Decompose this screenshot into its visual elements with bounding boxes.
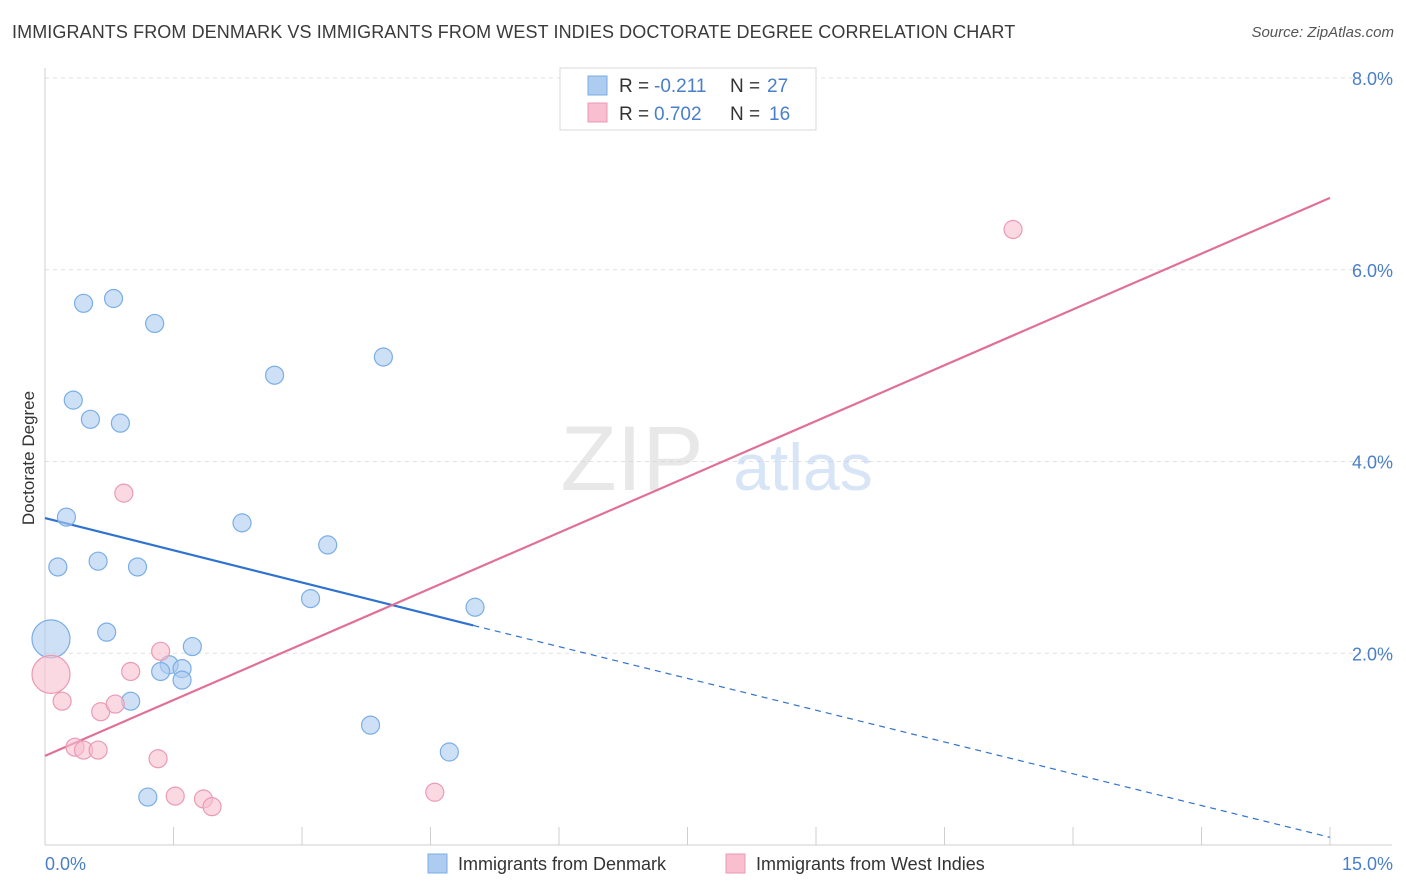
point-westindies-6 bbox=[105, 694, 125, 714]
stats-swatch-denmark bbox=[587, 75, 608, 96]
point-westindies-10 bbox=[148, 749, 168, 769]
point-denmark-26 bbox=[138, 787, 158, 807]
x-tick-label-1: 15.0% bbox=[1342, 854, 1393, 874]
grid-layer bbox=[45, 77, 1392, 654]
point-denmark-11 bbox=[318, 535, 338, 555]
x-ticks bbox=[44, 827, 1331, 845]
point-denmark-2 bbox=[103, 288, 124, 309]
y-axis-label: Doctorate Degree bbox=[19, 391, 38, 525]
source-label: Source: ZipAtlas.com bbox=[1251, 24, 1394, 41]
point-denmark-16 bbox=[465, 597, 485, 617]
watermark-zip: ZIP bbox=[560, 408, 703, 510]
y-tick-labels: 2.0% 4.0% 6.0% 8.0% bbox=[1352, 69, 1393, 664]
stats-swatch-westindies bbox=[587, 102, 608, 123]
stats-n-label-denmark: N = bbox=[730, 76, 760, 97]
point-denmark-3 bbox=[145, 313, 165, 334]
stats-r-label-denmark: R = bbox=[619, 76, 649, 97]
stats-r-label-westindies: R = bbox=[619, 104, 649, 125]
x-tick-labels: 0.0% 15.0% bbox=[45, 854, 1393, 874]
point-denmark-6 bbox=[110, 413, 130, 433]
point-denmark-9 bbox=[56, 507, 77, 527]
point-denmark-10 bbox=[232, 513, 252, 533]
stats-n-label-westindies: N = bbox=[730, 104, 760, 125]
point-denmark-22 bbox=[172, 670, 192, 690]
y-tick-label-2: 6.0% bbox=[1352, 261, 1393, 281]
point-westindies-1 bbox=[52, 691, 72, 711]
trendline-westindies bbox=[44, 196, 1331, 757]
point-denmark-17 bbox=[97, 622, 117, 642]
point-denmark-0 bbox=[31, 619, 71, 659]
stats-n-value-westindies: 16 bbox=[769, 104, 790, 125]
point-denmark-13 bbox=[88, 551, 108, 571]
legend-swatch-denmark bbox=[427, 853, 448, 874]
trendline-denmark-extrapolated bbox=[473, 624, 1331, 838]
point-denmark-14 bbox=[127, 557, 148, 577]
y-tick-label-3: 8.0% bbox=[1352, 69, 1393, 89]
point-westindies-7 bbox=[114, 483, 134, 503]
point-westindies-11 bbox=[165, 786, 185, 806]
point-denmark-7 bbox=[264, 365, 285, 385]
point-westindies-8 bbox=[121, 661, 141, 682]
point-denmark-8 bbox=[373, 347, 393, 367]
chart-title: IMMIGRANTS FROM DENMARK VS IMMIGRANTS FR… bbox=[12, 22, 1016, 42]
legend-label-westindies: Immigrants from West Indies bbox=[756, 854, 985, 874]
point-denmark-18 bbox=[182, 636, 202, 657]
watermark-atlas: atlas bbox=[733, 430, 872, 504]
stats-n-value-denmark: 27 bbox=[767, 76, 788, 97]
legend-label-denmark: Immigrants from Denmark bbox=[458, 854, 667, 874]
point-denmark-25 bbox=[439, 742, 459, 762]
point-westindies-0 bbox=[31, 654, 71, 694]
point-westindies-4 bbox=[88, 740, 108, 760]
point-westindies-13 bbox=[202, 797, 222, 817]
points-layer bbox=[31, 219, 1023, 817]
point-denmark-24 bbox=[360, 715, 381, 735]
stats-r-value-denmark: -0.211 bbox=[654, 76, 706, 97]
point-denmark-20 bbox=[151, 661, 171, 682]
y-tick-label-1: 4.0% bbox=[1352, 453, 1393, 473]
point-westindies-15 bbox=[1003, 219, 1023, 240]
legend-swatch-westindies bbox=[725, 853, 746, 874]
point-denmark-5 bbox=[80, 409, 101, 429]
stats-legend: R = -0.211 N = 27 R = 0.702 N = 16 bbox=[559, 67, 817, 131]
x-tick-label-0: 0.0% bbox=[45, 854, 86, 874]
point-westindies-9 bbox=[151, 641, 171, 661]
point-westindies-14 bbox=[425, 782, 445, 802]
trendline-denmark bbox=[44, 516, 474, 627]
point-denmark-4 bbox=[63, 390, 83, 410]
y-tick-label-0: 2.0% bbox=[1352, 644, 1393, 664]
stats-r-value-westindies: 0.702 bbox=[654, 104, 702, 125]
point-denmark-1 bbox=[73, 293, 94, 313]
trend-layer bbox=[44, 196, 1331, 838]
watermark: ZIP atlas bbox=[560, 408, 872, 510]
series-legend: Immigrants from Denmark Immigrants from … bbox=[427, 853, 985, 874]
point-denmark-15 bbox=[300, 589, 321, 609]
point-denmark-12 bbox=[48, 557, 68, 577]
